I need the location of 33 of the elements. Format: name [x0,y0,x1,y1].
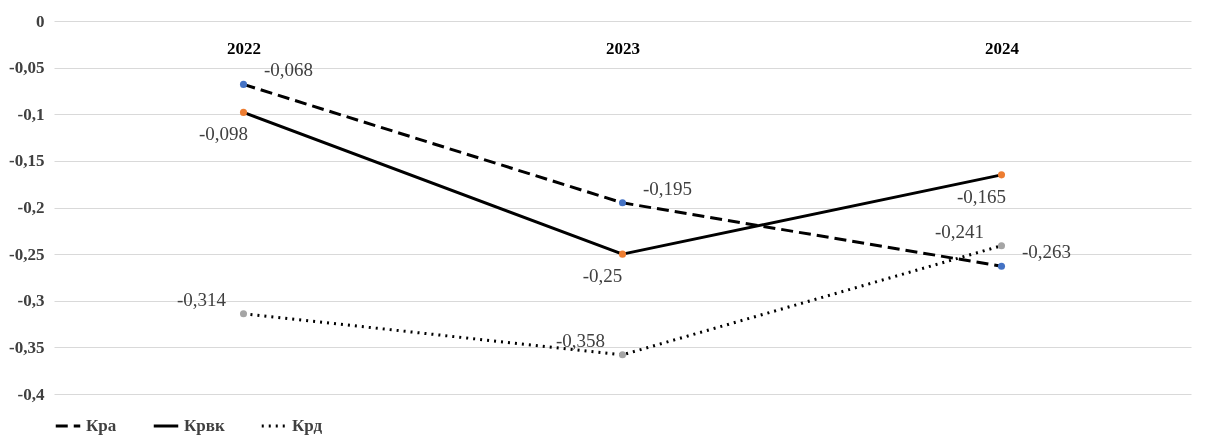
y-tick-label: -0,1 [17,104,45,124]
legend-label: Крд [292,416,323,435]
data-label: -0,165 [956,185,1007,207]
data-label: -0,068 [263,59,314,81]
y-tick-label: -0,3 [17,291,45,311]
point [618,199,627,207]
data-label: -0,241 [934,220,985,242]
data-label: -0,195 [642,177,693,199]
x-tick-label: 2024 [985,38,1020,58]
y-tick-label: -0,4 [17,384,45,404]
legend-label: Кра [86,416,117,435]
point [239,80,248,88]
y-tick-label: -0,25 [9,244,45,264]
y-tick-label: -0,05 [9,58,45,78]
point [239,310,248,318]
y-tick-label: 0 [36,11,45,31]
y-tick-label: -0,2 [17,198,45,217]
data-label: -0,263 [1021,241,1072,263]
legend-label: Крвк [184,416,225,435]
point [997,242,1006,250]
x-tick-label: 2022 [227,38,261,58]
data-label: -0,098 [198,123,249,145]
point [997,171,1006,179]
x-tick-label: 2023 [606,38,640,58]
point [997,262,1006,270]
y-tick-label: -0,35 [9,337,45,357]
data-label: -0,358 [555,329,606,351]
y-tick-label: -0,15 [9,151,45,171]
data-label: -0,314 [176,288,227,310]
point [618,351,627,359]
data-label: -0,25 [582,265,623,287]
point [239,108,248,116]
point [618,250,627,258]
